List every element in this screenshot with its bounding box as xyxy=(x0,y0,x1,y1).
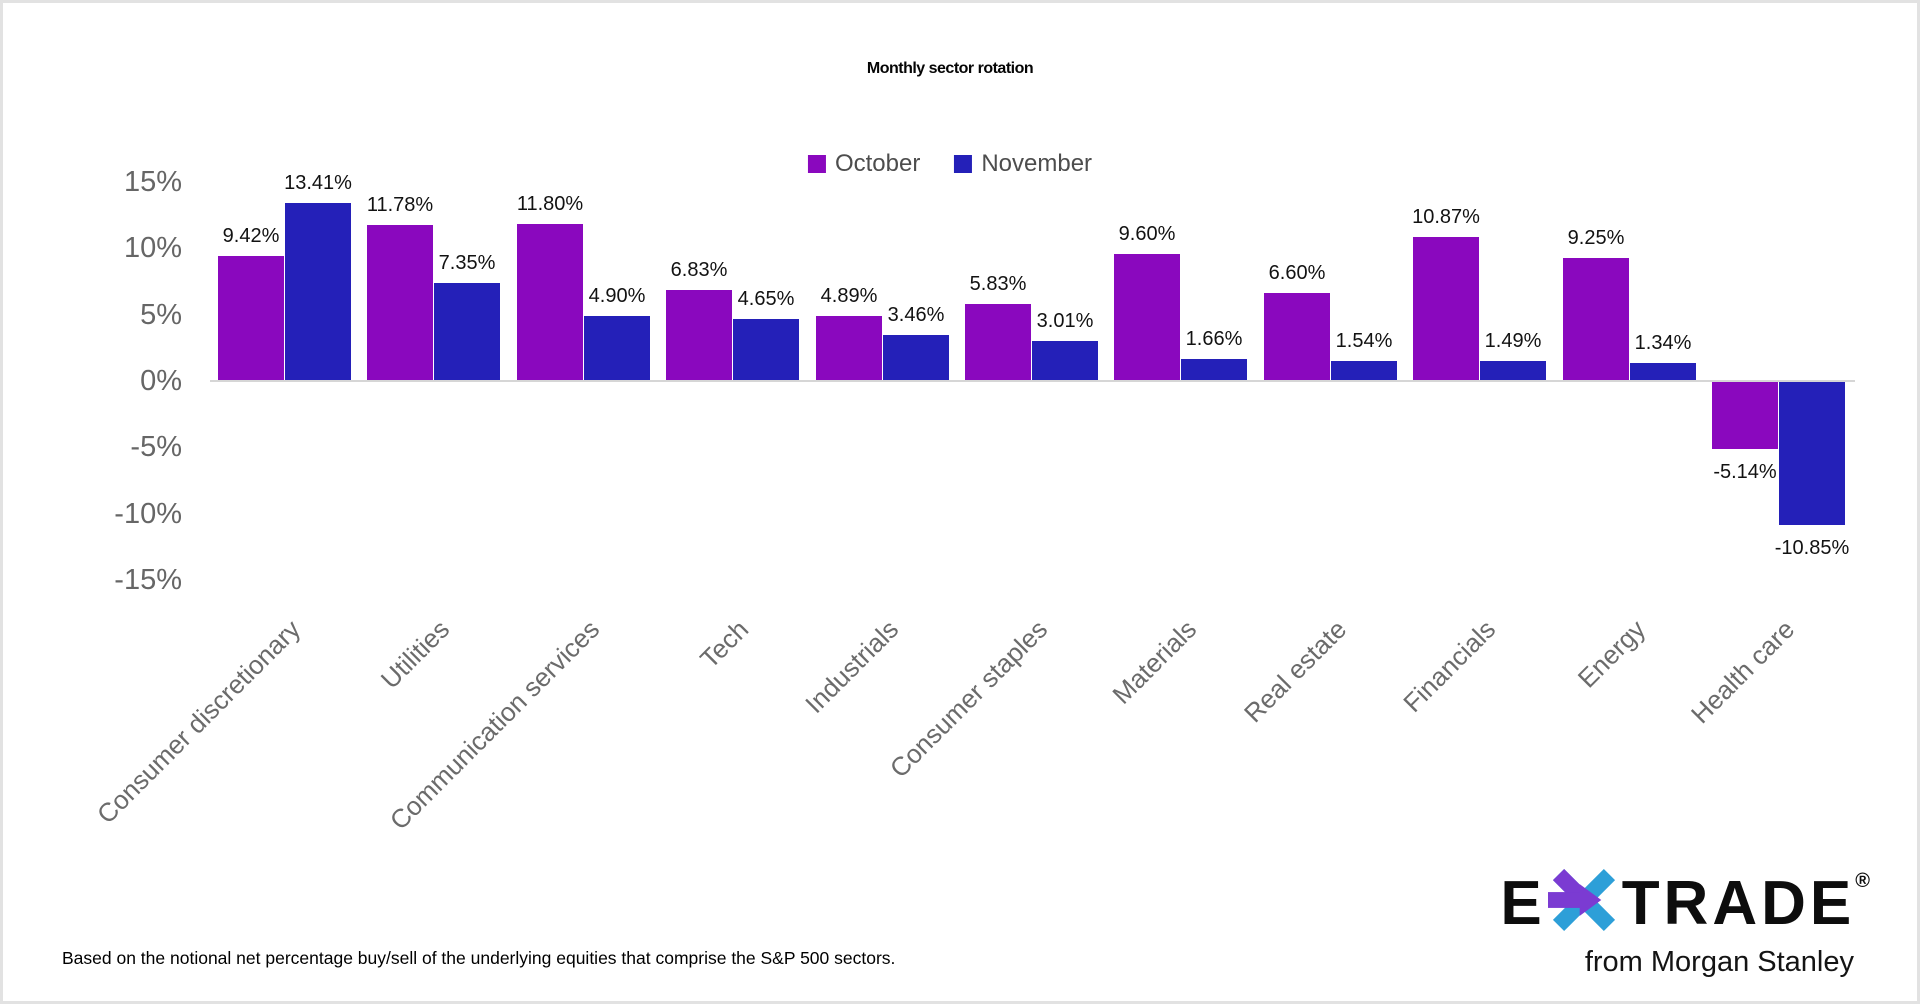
logo-tagline: from Morgan Stanley xyxy=(1584,946,1854,978)
y-axis-label: 0% xyxy=(140,365,182,397)
bar-october-financials xyxy=(1413,237,1479,381)
x-axis-line xyxy=(210,380,1855,382)
bar-value-label: 1.49% xyxy=(1484,330,1542,352)
bar-value-label: 5.83% xyxy=(969,273,1027,295)
registered-mark: ® xyxy=(1855,870,1870,892)
etrade-logo-row: E TRADE ® xyxy=(1500,868,1870,938)
bar-october-utilities xyxy=(367,225,433,381)
bar-november-consumer-discretionary xyxy=(285,203,351,381)
y-axis-label: -5% xyxy=(130,431,182,463)
bar-november-health-care xyxy=(1779,381,1845,525)
x-axis-label-consumer-staples: Consumer staples xyxy=(883,614,1054,784)
bar-october-real-estate xyxy=(1264,293,1330,381)
bar-value-label: 3.46% xyxy=(887,304,945,326)
x-axis-label-energy: Energy xyxy=(1571,614,1652,694)
bar-value-label: 10.87% xyxy=(1412,206,1480,228)
bar-value-label: 4.89% xyxy=(820,285,878,307)
logo-word-trade: TRADE xyxy=(1621,869,1856,938)
bar-november-utilities xyxy=(434,283,500,381)
bar-value-label: 9.25% xyxy=(1567,227,1625,249)
x-axis-label-real-estate: Real estate xyxy=(1237,614,1353,729)
bar-value-label: 1.54% xyxy=(1335,330,1393,352)
x-axis-label-consumer-discretionary: Consumer discretionary xyxy=(90,614,307,830)
bar-october-health-care xyxy=(1712,381,1778,449)
y-axis-label: 15% xyxy=(123,166,182,198)
bar-november-materials xyxy=(1181,359,1247,381)
bar-value-label: -5.14% xyxy=(1713,461,1777,483)
bar-october-energy xyxy=(1563,258,1629,381)
bar-october-industrials xyxy=(816,316,882,381)
footnote-text: Based on the notional net percentage buy… xyxy=(62,948,896,968)
bar-value-label: 6.60% xyxy=(1268,262,1326,284)
bar-october-materials xyxy=(1114,254,1180,381)
legend-item-october: October xyxy=(807,150,921,178)
y-axis-label: -10% xyxy=(114,498,182,530)
y-axis-label: -15% xyxy=(114,564,182,596)
x-axis-label-tech: Tech xyxy=(694,614,755,675)
bar-value-label: -10.85% xyxy=(1774,537,1850,559)
bar-november-energy xyxy=(1630,363,1696,381)
bar-november-industrials xyxy=(883,335,949,381)
x-axis-label-financials: Financials xyxy=(1397,614,1502,718)
x-axis-label-industrials: Industrials xyxy=(799,614,905,720)
bar-value-label: 9.60% xyxy=(1118,223,1176,245)
bar-value-label: 3.01% xyxy=(1036,310,1094,332)
chart-legend: October November xyxy=(807,150,1092,178)
bar-november-real-estate xyxy=(1331,361,1397,381)
y-axis-label: 5% xyxy=(140,299,182,331)
legend-swatch-november xyxy=(954,155,973,173)
bar-october-tech xyxy=(666,290,732,381)
legend-label: October xyxy=(834,150,921,177)
x-axis-label-health-care: Health care xyxy=(1684,614,1801,730)
y-axis-label: 10% xyxy=(123,232,182,264)
x-axis-label-materials: Materials xyxy=(1106,614,1203,710)
legend-label: November xyxy=(981,150,1093,177)
bar-value-label: 11.78% xyxy=(366,194,434,216)
bar-value-label: 13.41% xyxy=(284,172,352,194)
bar-october-consumer-discretionary xyxy=(218,256,284,381)
bar-november-tech xyxy=(733,319,799,381)
bar-value-label: 11.80% xyxy=(516,193,584,215)
page-title: Monthly sector rotation xyxy=(866,60,1034,77)
legend-swatch-october xyxy=(807,155,826,173)
bar-value-label: 4.90% xyxy=(588,285,646,307)
bar-october-communication-services xyxy=(517,224,583,381)
etrade-star-icon xyxy=(1547,868,1615,932)
logo-letter-e: E xyxy=(1500,869,1546,938)
etrade-logo: E TRADE ® from Morgan Stanley xyxy=(1500,868,1870,979)
bar-value-label: 7.35% xyxy=(438,252,496,274)
bar-october-consumer-staples xyxy=(965,304,1031,381)
bar-value-label: 1.66% xyxy=(1185,328,1243,350)
bar-november-consumer-staples xyxy=(1032,341,1098,381)
bar-value-label: 4.65% xyxy=(737,288,795,310)
legend-item-november: November xyxy=(954,150,1092,178)
bar-value-label: 1.34% xyxy=(1634,332,1692,354)
bar-november-financials xyxy=(1480,361,1546,381)
bar-value-label: 6.83% xyxy=(670,259,728,281)
bar-value-label: 9.42% xyxy=(222,225,280,247)
x-axis-label-utilities: Utilities xyxy=(374,614,456,695)
bar-november-communication-services xyxy=(584,316,650,381)
